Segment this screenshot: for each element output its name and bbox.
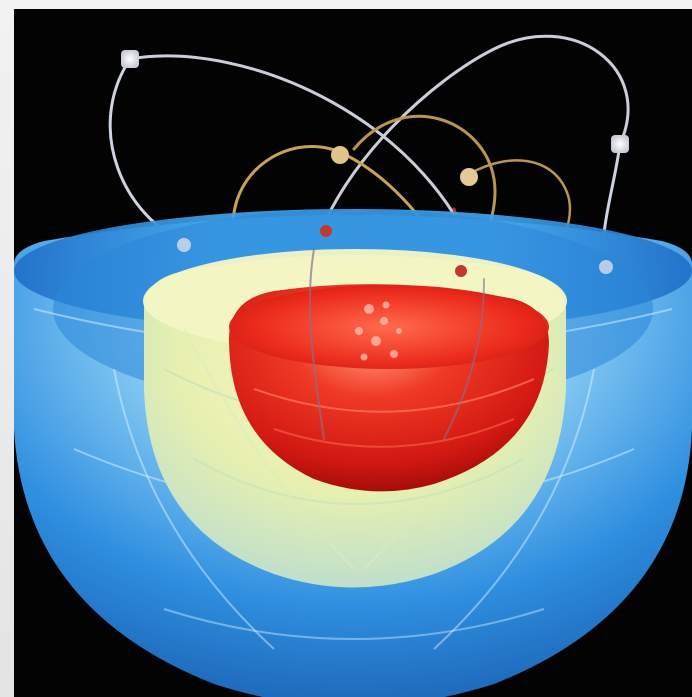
electron-dot-top-left <box>121 50 139 68</box>
orbit-paths-front <box>308 248 485 440</box>
atom-illustration <box>14 9 692 697</box>
orbit-front-2 <box>443 278 485 440</box>
electron-dots <box>121 50 629 277</box>
electron-dot-right-rim <box>599 260 613 274</box>
atom-image-canvas <box>14 34 692 697</box>
electron-dot-gold-1 <box>331 146 349 164</box>
electron-dot-red-2 <box>455 265 467 277</box>
orbit-white-arc-2 <box>312 34 630 251</box>
electron-dot-red-1 <box>320 225 332 237</box>
orbit-white-left <box>108 57 191 246</box>
electron-dot-right <box>611 135 629 153</box>
orbit-front-1 <box>308 248 325 440</box>
electron-dot-left-rim <box>177 238 191 252</box>
nucleus-particles <box>355 301 402 361</box>
electron-dot-gold-2 <box>460 168 478 186</box>
